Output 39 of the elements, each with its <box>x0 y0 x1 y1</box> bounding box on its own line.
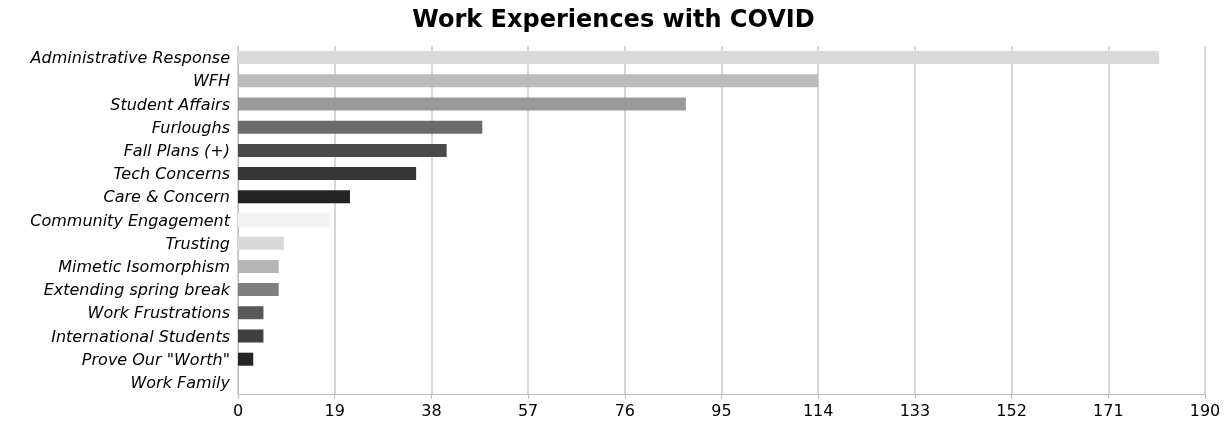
x-tick-label: 76 <box>614 400 635 420</box>
x-tick-label: 114 <box>802 400 834 420</box>
bar <box>238 329 264 343</box>
bar <box>238 213 330 227</box>
bar <box>238 190 350 204</box>
x-tick-label: 171 <box>1093 400 1124 420</box>
y-tick-label: Administrative Response <box>29 48 231 68</box>
bar <box>238 51 1160 65</box>
chart-title: Work Experiences with COVID <box>412 5 815 33</box>
y-tick-label: Tech Concerns <box>113 164 230 184</box>
y-tick-label: Work Family <box>130 372 231 392</box>
bar <box>238 120 483 134</box>
y-tick-label: Care & Concern <box>103 187 230 207</box>
y-tick-label: Work Frustrations <box>87 303 230 323</box>
x-tick-label: 57 <box>517 400 539 420</box>
y-tick-label: Extending spring break <box>43 280 231 300</box>
y-tick-label: International Students <box>51 326 230 346</box>
bar <box>238 143 447 157</box>
y-tick-label: Prove Our "Worth" <box>81 349 230 369</box>
x-tick-label: 95 <box>711 400 732 420</box>
x-tick-label: 133 <box>899 400 931 420</box>
bar <box>238 97 686 111</box>
x-tick-label: 152 <box>996 400 1027 420</box>
y-tick-label: WFH <box>192 71 230 91</box>
y-tick-label: Mimetic Isomorphism <box>58 256 230 276</box>
y-tick-label: Student Affairs <box>110 94 230 114</box>
x-tick-label: 19 <box>324 400 345 420</box>
bar <box>238 352 254 366</box>
x-tick-label: 38 <box>421 400 442 420</box>
bar <box>238 283 279 297</box>
y-tick-label: Community Engagement <box>30 210 231 230</box>
y-tick-label: Furloughs <box>151 117 230 137</box>
bar <box>238 306 264 320</box>
bar <box>238 236 284 250</box>
x-tick-label: 190 <box>1189 400 1221 420</box>
x-tick-label: 0 <box>232 400 244 420</box>
y-tick-label: Trusting <box>165 233 230 253</box>
bar <box>238 167 417 181</box>
y-tick-label: Fall Plans (+) <box>123 140 230 160</box>
